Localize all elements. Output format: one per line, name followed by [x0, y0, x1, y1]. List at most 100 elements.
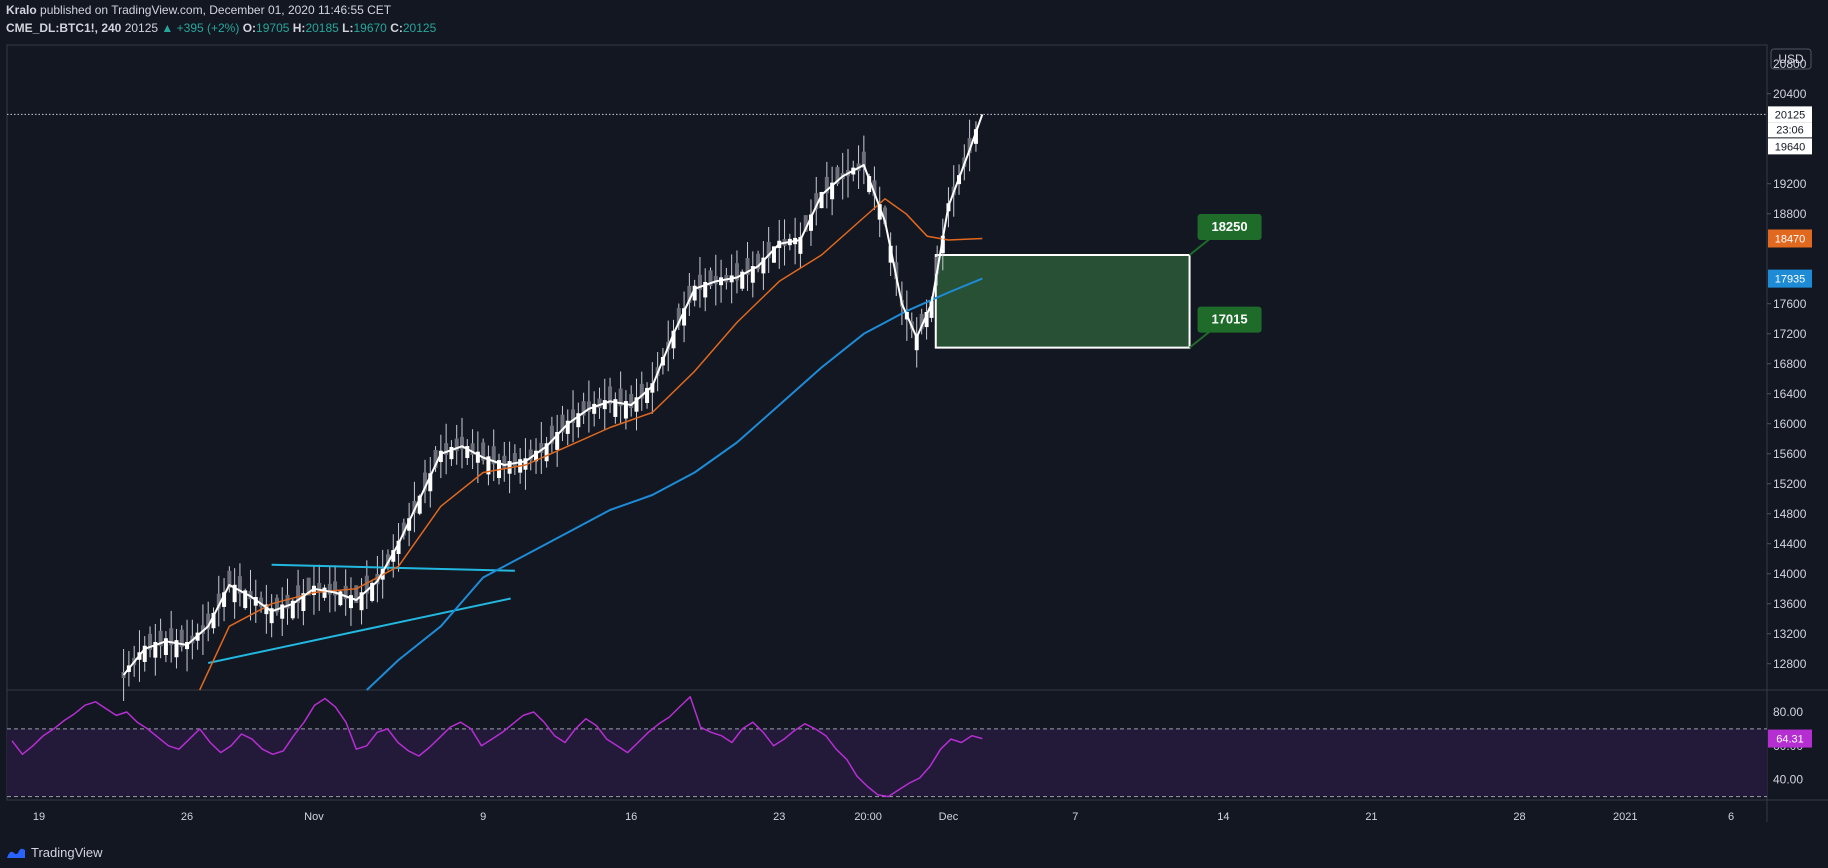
- zone-bottom-label-box: [1197, 306, 1262, 333]
- candle-body: [253, 597, 258, 606]
- candle-body: [148, 633, 153, 650]
- candle-body: [798, 237, 803, 254]
- time-tick-label: 2021: [1613, 811, 1637, 823]
- zone-top-label: 18250: [1211, 219, 1247, 234]
- price-tick-label: 14400: [1773, 537, 1807, 551]
- currency-label: USD: [1778, 52, 1804, 66]
- candle-body: [359, 592, 364, 611]
- candle-body: [444, 443, 449, 455]
- publish-text: published on TradingView.com, December 0…: [40, 3, 392, 17]
- candles: [121, 119, 978, 701]
- candle-body: [475, 451, 480, 463]
- high-label: H:: [292, 21, 306, 35]
- candle-body: [491, 446, 496, 465]
- candle-body: [206, 613, 211, 630]
- candle-body: [761, 257, 766, 274]
- candle-body: [671, 330, 676, 349]
- candle-body: [417, 495, 422, 514]
- candle-body: [830, 182, 835, 200]
- price-sma-line: [122, 114, 984, 676]
- candle-body: [243, 590, 248, 609]
- candle-body: [370, 582, 375, 601]
- rsi-tick-label: 40.00: [1773, 773, 1803, 787]
- candle-body: [676, 308, 681, 326]
- candle-body: [486, 456, 491, 475]
- candle-body: [560, 414, 565, 433]
- candle-body: [814, 193, 819, 210]
- price-tick-label: 20800: [1773, 57, 1807, 71]
- tradingview-brand[interactable]: TradingView: [6, 845, 103, 860]
- candle-body: [211, 612, 216, 629]
- candle-body: [549, 425, 554, 444]
- candle-body: [338, 591, 343, 606]
- candle-body: [629, 394, 634, 408]
- candle-body: [481, 442, 486, 461]
- candle-body: [597, 398, 602, 408]
- candle-body: [460, 436, 464, 450]
- candle-body: [618, 388, 623, 407]
- candle-body: [586, 401, 591, 412]
- candle-body: [174, 640, 179, 658]
- candle-body: [835, 167, 840, 184]
- candle-body: [608, 386, 613, 405]
- ohlc-legend: CME_DL:BTC1!, 240 20125 ▲ +395 (+2%) O:1…: [6, 21, 436, 35]
- brand-label: TradingView: [31, 845, 103, 860]
- candle-body: [375, 573, 380, 585]
- time-tick-label: 16: [625, 811, 637, 823]
- candle-body: [163, 638, 168, 655]
- price-tick-label: 17200: [1773, 327, 1807, 341]
- candle-body: [771, 246, 776, 263]
- candle-body: [565, 420, 570, 434]
- candle-body: [449, 447, 454, 460]
- candle-body: [692, 285, 697, 301]
- time-tick-label: 20:00: [854, 811, 882, 823]
- secondary-price-badge-label: 19640: [1775, 141, 1806, 153]
- candle-body: [343, 585, 348, 600]
- price-badge-1: [1768, 229, 1812, 248]
- price-tick-label: 14800: [1773, 507, 1807, 521]
- candle-body: [391, 550, 396, 562]
- candle-body: [264, 604, 269, 615]
- chart-frame: [6, 44, 1768, 801]
- publish-info: Kralo published on TradingView.com, Dece…: [6, 3, 391, 17]
- price-tick-label: 18800: [1773, 207, 1807, 221]
- candle-body: [528, 449, 533, 461]
- candle-body: [290, 600, 295, 619]
- ema-fast-line: [199, 198, 983, 691]
- candle-body: [422, 472, 427, 491]
- candle-body: [311, 585, 316, 595]
- candle-body: [967, 137, 972, 153]
- symbol-label: CME_DL:BTC1!, 240: [6, 21, 122, 35]
- candle-body: [222, 592, 227, 607]
- candle-body: [803, 215, 808, 232]
- time-tick-label: 6: [1728, 811, 1734, 823]
- candle-body: [502, 455, 507, 468]
- candle-body: [237, 576, 242, 594]
- candle-body: [883, 207, 887, 225]
- author-name: Kralo: [6, 3, 37, 17]
- candle-body: [227, 570, 232, 588]
- candle-body: [322, 587, 327, 598]
- candle-body: [317, 582, 322, 593]
- candle-body: [888, 245, 893, 263]
- candle-body: [650, 383, 655, 393]
- tradingview-logo-icon: [7, 848, 25, 858]
- candle-body: [470, 443, 475, 455]
- zone-top-label-box: [1197, 214, 1262, 240]
- time-tick-label: 23: [773, 811, 785, 823]
- candle-body: [348, 595, 353, 609]
- change-value: ▲ +395 (+2%): [161, 21, 240, 35]
- price-tick-label: 19200: [1773, 177, 1807, 191]
- candle-body: [274, 597, 279, 613]
- candle-body: [682, 308, 687, 326]
- candle-body: [296, 585, 301, 603]
- price-tick-label: 12800: [1773, 657, 1807, 671]
- price-tick-label: 17600: [1773, 297, 1807, 311]
- candle-body: [179, 629, 184, 648]
- candle-body: [407, 518, 412, 531]
- candle-body: [592, 403, 597, 414]
- price-badge-label-2: 17935: [1775, 274, 1806, 286]
- ema-slow-line: [366, 277, 983, 691]
- candle-body: [877, 204, 882, 220]
